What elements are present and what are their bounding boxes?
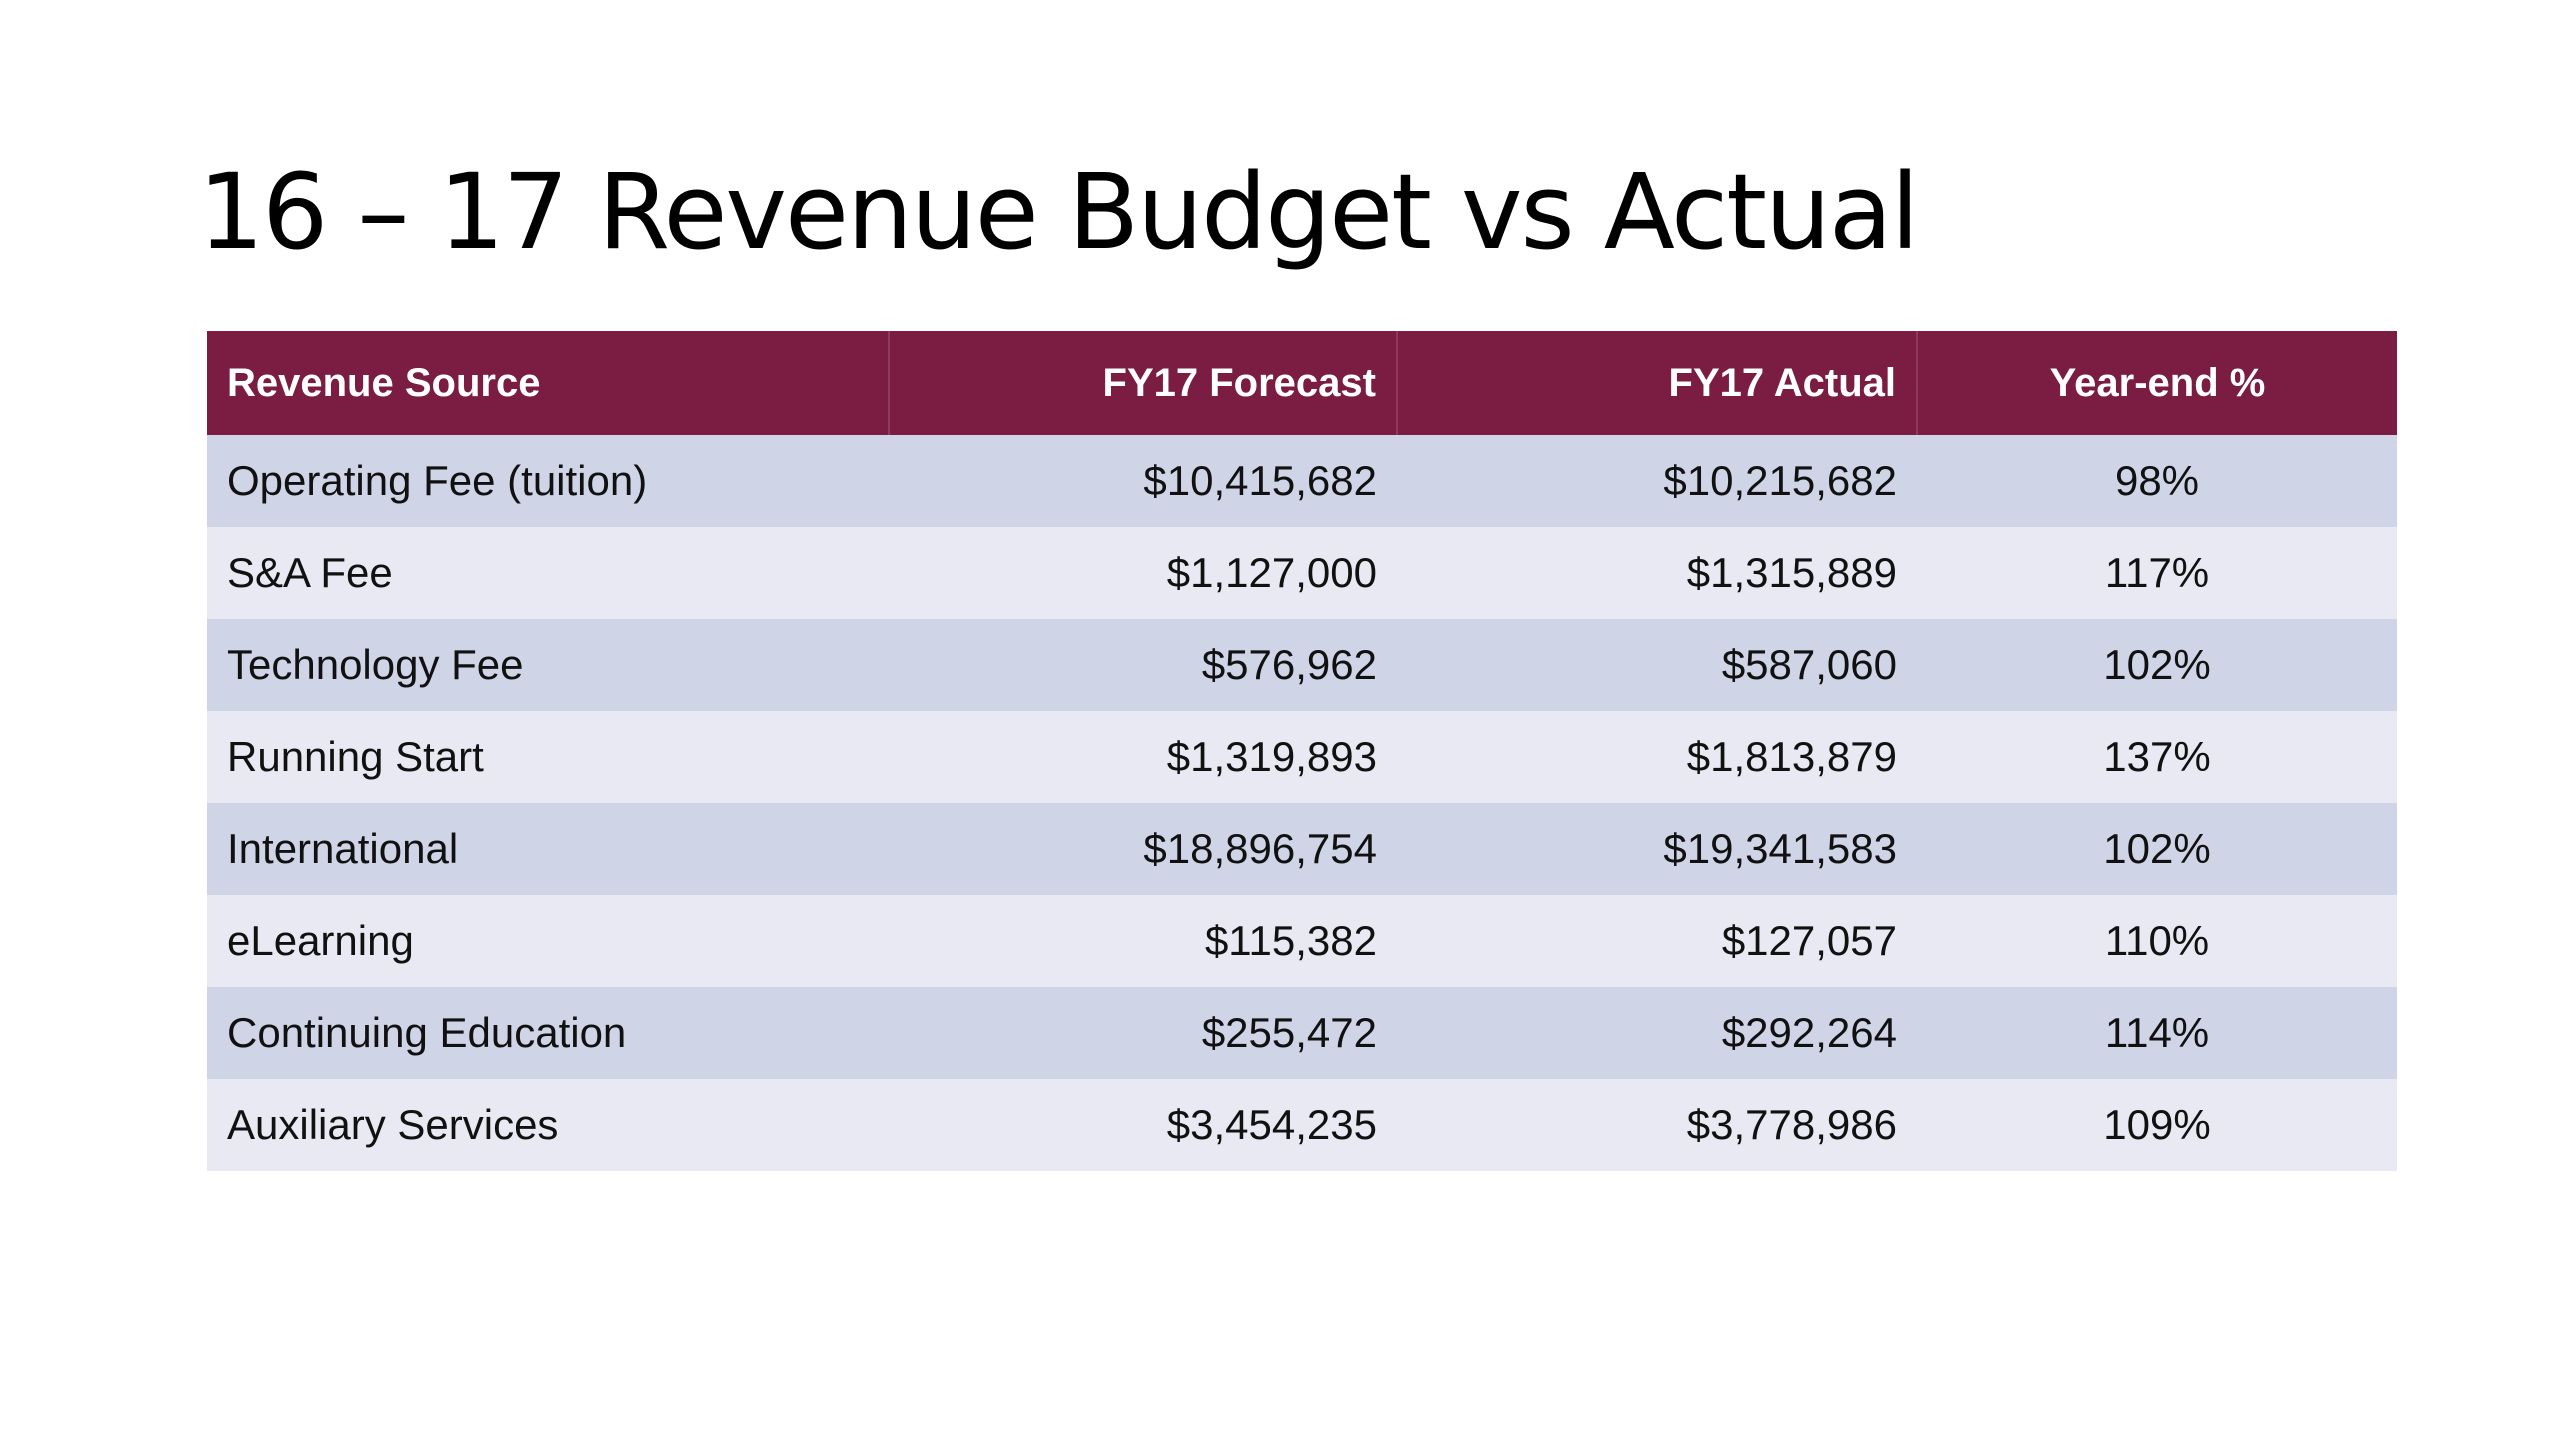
revenue-source-cell: S&A Fee (227, 549, 393, 596)
column-header-year-end-percent: Year-end % (1916, 331, 2397, 435)
forecast-cell: $255,472 (1201, 1009, 1377, 1056)
table-row: eLearning $115,382 $127,057 110% (207, 895, 2397, 987)
actual-cell: $587,060 (1721, 641, 1897, 688)
year-end-percent-cell: 137% (2103, 733, 2211, 780)
revenue-table: Revenue Source FY17 Forecast FY17 Actual… (207, 331, 2397, 1171)
table-row: Auxiliary Services $3,454,235 $3,778,986… (207, 1079, 2397, 1171)
table-row: International $18,896,754 $19,341,583 10… (207, 803, 2397, 895)
column-header-fy17-actual: FY17 Actual (1396, 331, 1917, 435)
table-row: Running Start $1,319,893 $1,813,879 137% (207, 711, 2397, 803)
year-end-percent-cell: 102% (2103, 825, 2211, 872)
table-row: Technology Fee $576,962 $587,060 102% (207, 619, 2397, 711)
forecast-cell: $576,962 (1201, 641, 1377, 688)
table-header-row: Revenue Source FY17 Forecast FY17 Actual… (207, 331, 2397, 435)
forecast-cell: $115,382 (1204, 917, 1377, 964)
actual-cell: $10,215,682 (1663, 457, 1897, 504)
revenue-source-cell: International (227, 825, 459, 872)
revenue-source-cell: Operating Fee (tuition) (227, 457, 648, 504)
slide-title: 16 – 17 Revenue Budget vs Actual (198, 151, 1920, 273)
actual-cell: $1,813,879 (1686, 733, 1897, 780)
forecast-cell: $1,319,893 (1166, 733, 1377, 780)
column-header-fy17-forecast: FY17 Forecast (888, 331, 1397, 435)
forecast-cell: $10,415,682 (1143, 457, 1377, 504)
actual-cell: $127,057 (1721, 917, 1897, 964)
revenue-source-cell: Technology Fee (227, 641, 524, 688)
forecast-cell: $18,896,754 (1143, 825, 1377, 872)
year-end-percent-cell: 102% (2103, 641, 2211, 688)
table-row: Operating Fee (tuition) $10,415,682 $10,… (207, 435, 2397, 527)
year-end-percent-cell: 117% (2104, 549, 2210, 596)
year-end-percent-cell: 114% (2104, 1009, 2210, 1056)
actual-cell: $292,264 (1721, 1009, 1897, 1056)
revenue-source-cell: Running Start (227, 733, 484, 780)
year-end-percent-cell: 109% (2103, 1101, 2211, 1148)
actual-cell: $1,315,889 (1686, 549, 1897, 596)
column-header-revenue-source: Revenue Source (227, 360, 541, 405)
year-end-percent-cell: 98% (2114, 457, 2200, 504)
revenue-source-cell: eLearning (227, 917, 414, 964)
actual-cell: $3,778,986 (1686, 1101, 1897, 1148)
revenue-source-cell: Auxiliary Services (227, 1101, 559, 1148)
revenue-source-cell: Continuing Education (227, 1009, 627, 1056)
actual-cell: $19,341,583 (1663, 825, 1897, 872)
forecast-cell: $1,127,000 (1166, 549, 1377, 596)
year-end-percent-cell: 110% (2104, 917, 2210, 964)
table-row: S&A Fee $1,127,000 $1,315,889 117% (207, 527, 2397, 619)
forecast-cell: $3,454,235 (1166, 1101, 1377, 1148)
table-row: Continuing Education $255,472 $292,264 1… (207, 987, 2397, 1079)
